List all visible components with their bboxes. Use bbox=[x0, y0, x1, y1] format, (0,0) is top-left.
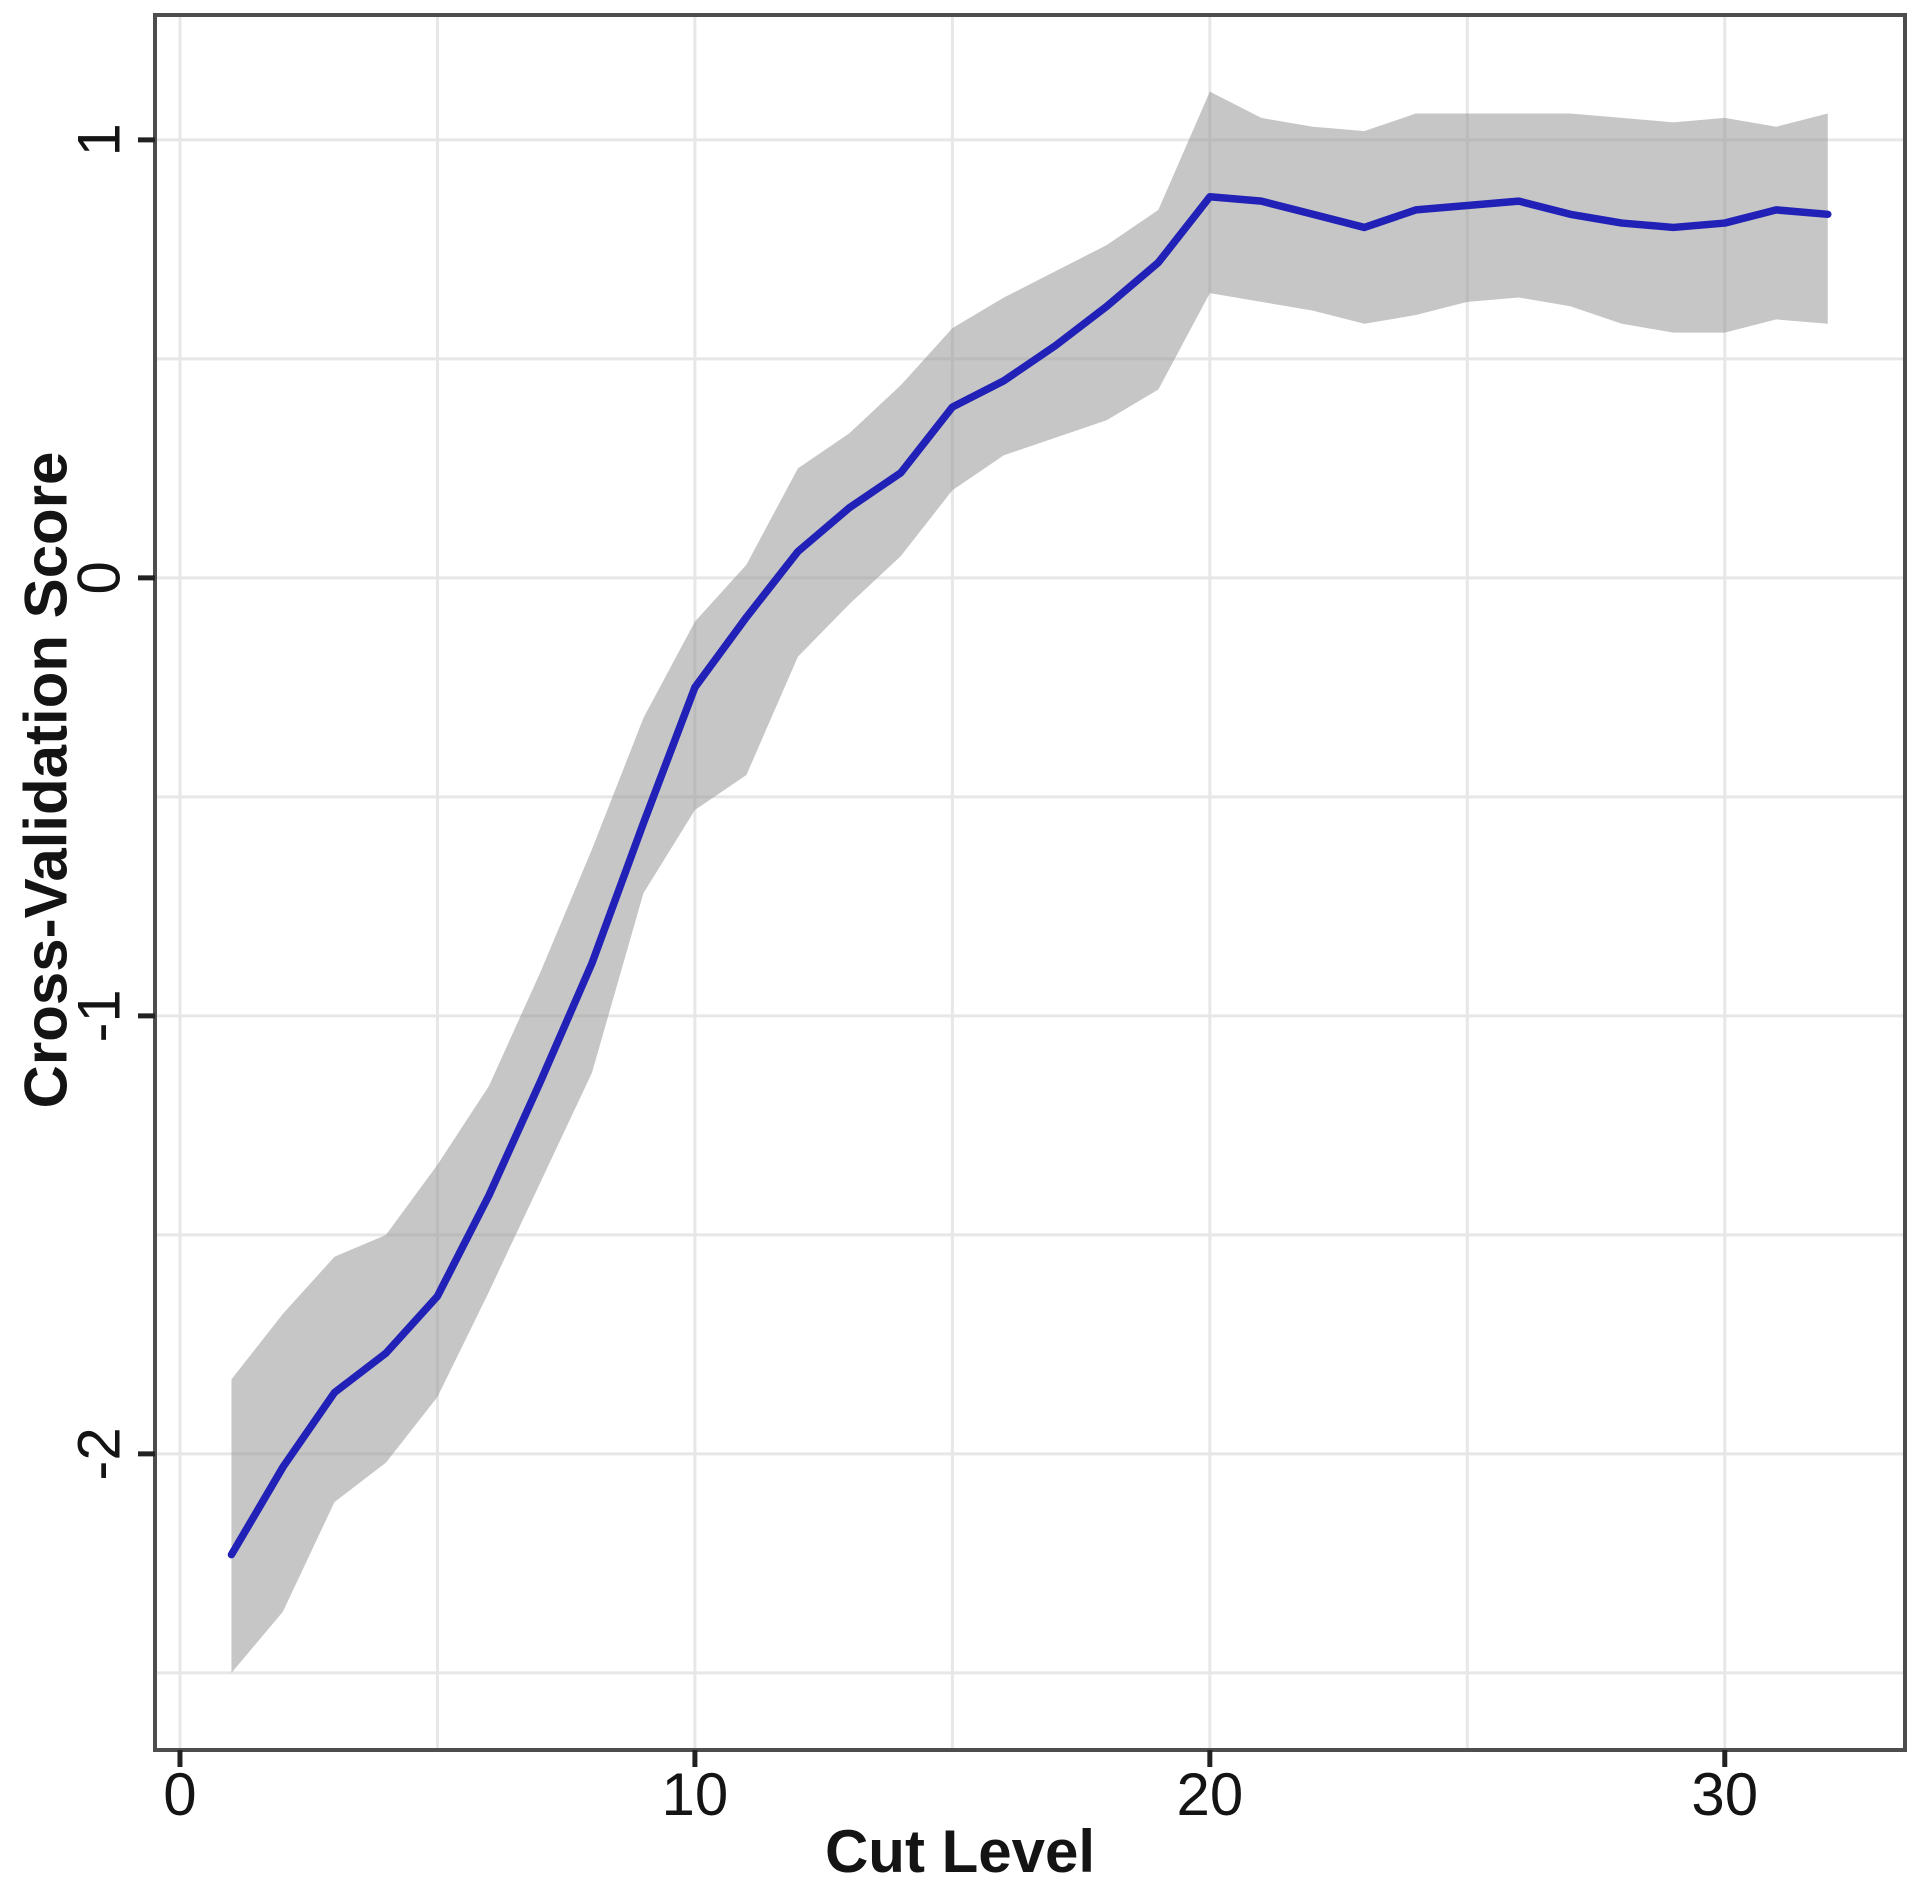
y-axis-title: Cross-Validation Score bbox=[13, 452, 80, 1109]
y-tick-labels: 1 0 -1 -2 bbox=[66, 123, 133, 1480]
score-line bbox=[227, 193, 1832, 1559]
x-tick-label: 0 bbox=[163, 1761, 196, 1828]
x-tick-label: 20 bbox=[1176, 1761, 1243, 1828]
x-axis-title: Cut Level bbox=[825, 1818, 1095, 1885]
y-tick-label: -2 bbox=[66, 1427, 133, 1480]
y-tick-label: 1 bbox=[66, 123, 133, 156]
y-tick-label: 0 bbox=[66, 561, 133, 594]
x-tick-labels: 0 10 20 30 bbox=[163, 1761, 1758, 1828]
gridlines bbox=[155, 15, 1905, 1750]
x-tick-label: 30 bbox=[1691, 1761, 1758, 1828]
x-tick-label: 10 bbox=[662, 1761, 729, 1828]
confidence-band bbox=[231, 91, 1828, 1673]
plot-border bbox=[153, 13, 1907, 1752]
axis-tick-marks bbox=[138, 137, 1728, 1767]
y-tick-label: -1 bbox=[66, 989, 133, 1042]
